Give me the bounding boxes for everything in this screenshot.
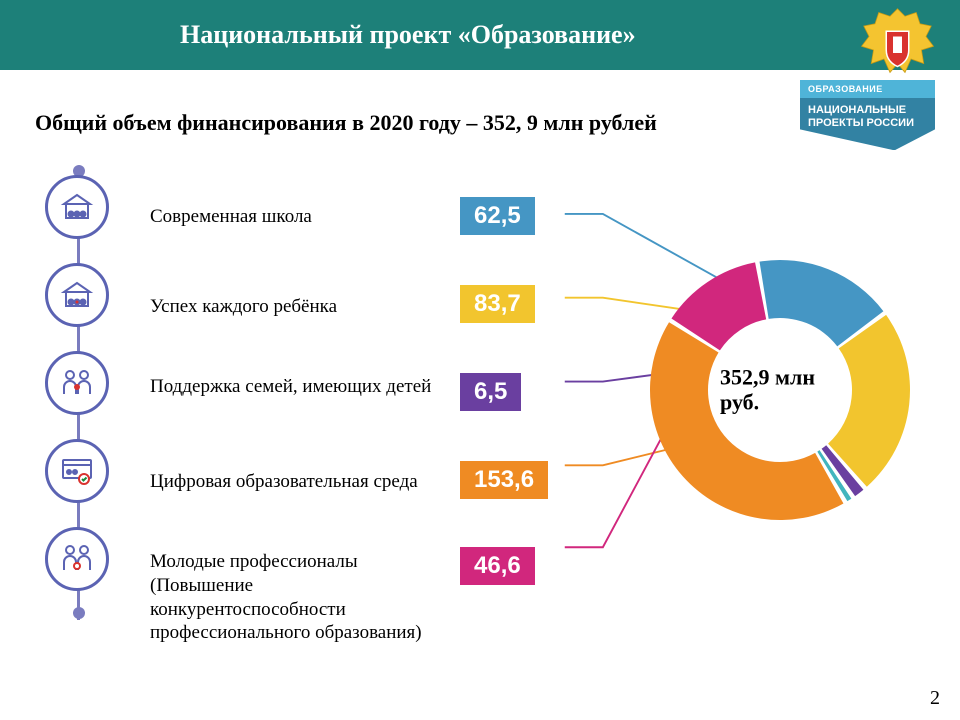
top-stripe xyxy=(0,0,960,8)
timeline xyxy=(25,175,130,615)
value-badge-2: 6,5 xyxy=(460,373,521,411)
np-logo: ОБРАЗОВАНИЕ НАЦИОНАЛЬНЫЕ ПРОЕКТЫ РОССИИ xyxy=(800,80,935,150)
value-badge-4: 46,6 xyxy=(460,547,535,585)
project-icon-3 xyxy=(45,439,109,503)
project-label-1: Успех каждого ребёнка xyxy=(150,295,337,319)
project-icon-4 xyxy=(45,527,109,591)
donut-slice-5 xyxy=(650,322,843,520)
value-badge-3: 153,6 xyxy=(460,461,548,499)
header-band: Национальный проект «Образование» xyxy=(0,0,960,70)
value-badge-1: 83,7 xyxy=(460,285,535,323)
subtitle: Общий объем финансирования в 2020 году –… xyxy=(35,110,657,136)
page-number: 2 xyxy=(930,687,940,710)
project-label-2: Поддержка семей, имеющих детей xyxy=(150,375,431,399)
value-badge-0: 62,5 xyxy=(460,197,535,235)
project-label-4: Молодые профессионалы (Повышение конкуре… xyxy=(150,550,445,645)
page-title: Национальный проект «Образование» xyxy=(180,20,636,50)
np-logo-main: НАЦИОНАЛЬНЫЕ ПРОЕКТЫ РОССИИ xyxy=(800,98,935,150)
donut-chart: 352,9 млн руб. xyxy=(640,250,920,530)
np-logo-edu: ОБРАЗОВАНИЕ xyxy=(800,80,935,98)
project-label-3: Цифровая образовательная среда xyxy=(150,470,418,494)
project-icon-2 xyxy=(45,351,109,415)
project-label-0: Современная школа xyxy=(150,205,312,229)
donut-center-label: 352,9 млн руб. xyxy=(720,365,840,416)
coat-of-arms xyxy=(860,5,935,80)
project-icon-1 xyxy=(45,263,109,327)
project-icon-0 xyxy=(45,175,109,239)
